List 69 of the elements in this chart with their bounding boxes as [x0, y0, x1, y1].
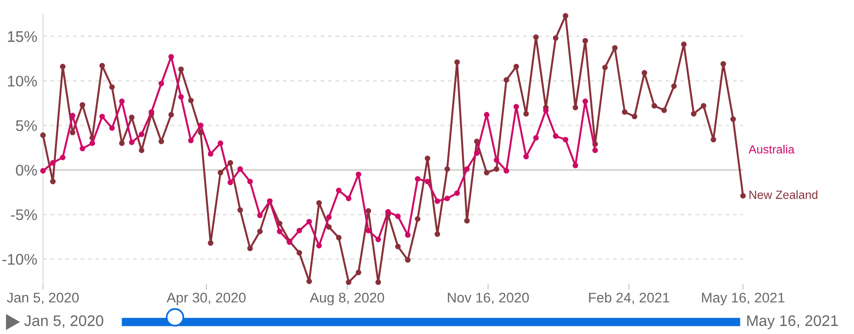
point	[395, 214, 401, 220]
point	[198, 122, 204, 128]
y-tick-label: 15%	[8, 31, 37, 42]
point	[276, 228, 282, 234]
point	[316, 242, 322, 248]
point	[434, 198, 440, 204]
point	[326, 214, 332, 220]
point	[464, 166, 470, 172]
point	[592, 148, 598, 154]
y-tick-label: 0%	[16, 164, 37, 176]
point	[523, 154, 529, 160]
point	[168, 54, 174, 60]
point	[306, 218, 312, 224]
point	[484, 112, 490, 118]
point	[99, 114, 105, 120]
point	[257, 212, 263, 218]
point	[552, 133, 558, 139]
x-tick-label: Feb 24, 2021	[589, 292, 670, 304]
point	[138, 132, 144, 138]
text: Jan 5, 2020	[24, 315, 104, 328]
point	[562, 136, 568, 142]
point	[572, 162, 578, 168]
series-label: New Zealand	[750, 190, 818, 199]
point	[228, 180, 234, 186]
point	[454, 190, 460, 196]
y-tick-label: 10%	[8, 76, 37, 87]
text: Australia	[748, 144, 794, 154]
point	[405, 232, 411, 238]
point	[40, 168, 46, 174]
text: May 16, 2021	[747, 315, 838, 330]
point	[158, 80, 164, 86]
x-tick-label: May 16, 2021	[702, 292, 784, 306]
x-tick-label: Nov 16, 2020	[448, 292, 529, 304]
point	[385, 209, 391, 215]
point	[109, 125, 115, 131]
point	[474, 150, 480, 156]
point	[513, 104, 520, 110]
point	[188, 138, 194, 144]
point	[119, 98, 125, 104]
point	[366, 228, 372, 234]
point	[346, 196, 352, 202]
point	[494, 157, 500, 163]
point	[336, 188, 342, 194]
point	[533, 135, 539, 141]
point	[504, 168, 510, 174]
point	[80, 146, 86, 152]
point	[247, 178, 253, 184]
x-tick-label: Jan 5, 2020	[6, 292, 79, 304]
point	[128, 140, 135, 146]
point	[178, 94, 184, 100]
point	[70, 112, 76, 118]
x-tick-label: Aug 8, 2020	[310, 292, 384, 306]
x-tick-label: Apr 30, 2020	[166, 292, 246, 306]
point	[424, 178, 430, 184]
point	[375, 236, 381, 242]
point	[444, 196, 450, 202]
y-tick-label: -10%	[2, 254, 37, 265]
y-tick-label: -5%	[10, 209, 37, 220]
y-tick-label: 5%	[16, 120, 37, 132]
point	[60, 154, 66, 160]
point	[50, 160, 56, 166]
point	[356, 172, 362, 178]
point	[582, 98, 588, 104]
point	[296, 228, 302, 234]
point	[218, 140, 224, 146]
point	[414, 176, 420, 182]
point	[208, 151, 214, 157]
point	[90, 140, 96, 146]
point	[237, 166, 243, 172]
